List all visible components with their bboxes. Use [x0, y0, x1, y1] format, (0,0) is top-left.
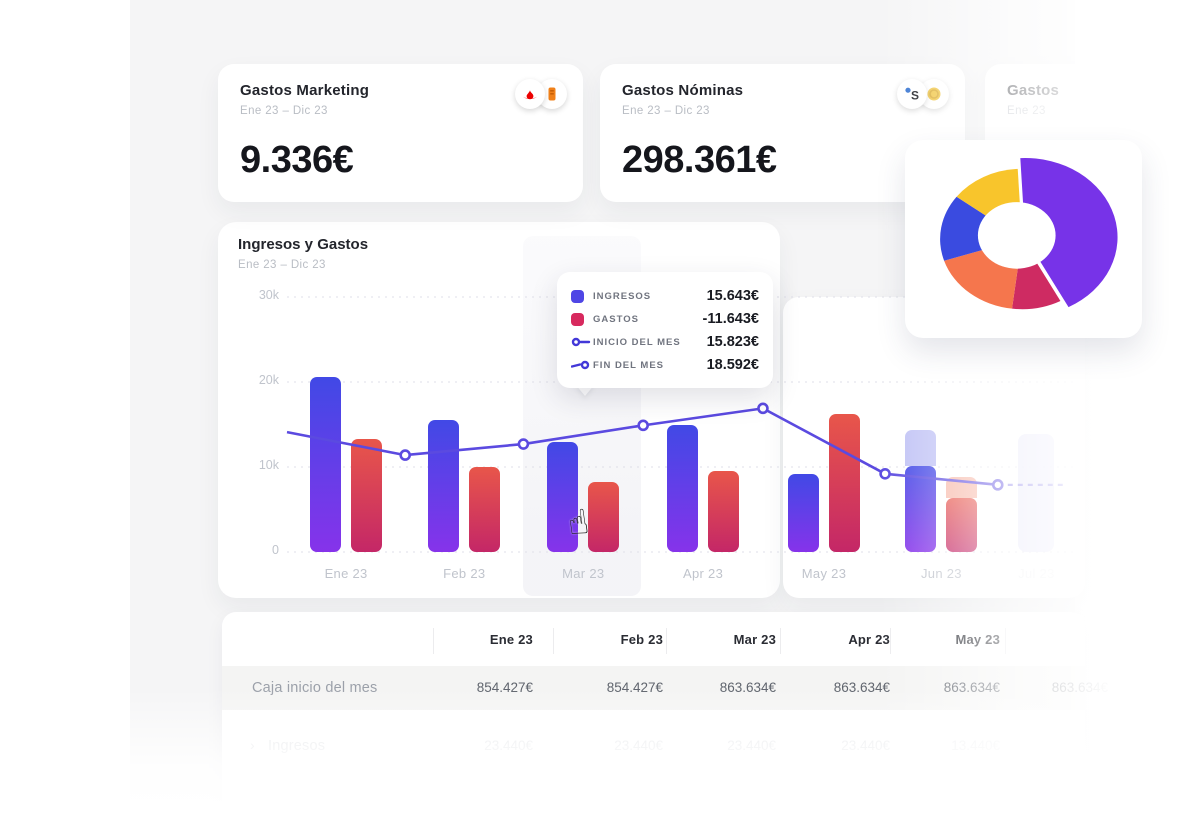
bar-gastos-mar-23[interactable] [588, 482, 620, 552]
tooltip-row: INICIO DEL MES 15.823€ [571, 331, 759, 353]
table-header-mar-23[interactable]: Mar 23 [733, 632, 776, 647]
table-header-feb-23[interactable]: Feb 23 [620, 632, 663, 647]
tooltip-value: 18.592€ [706, 357, 759, 373]
bar-ingresos-jun-23[interactable] [905, 466, 937, 552]
y-axis-tick: 10k [258, 458, 279, 472]
month-label-jul-23: Jul 23 [1018, 566, 1055, 581]
donut-chart-card[interactable] [905, 140, 1142, 338]
bar-ingresos-apr-23[interactable] [667, 425, 699, 552]
y-axis-tick: 30k [258, 288, 279, 302]
table-header-divider [1005, 628, 1006, 654]
cell-ingresos-4: 13.440€ [951, 738, 1000, 753]
tooltip-row: GASTOS -11.643€ [571, 308, 759, 330]
tooltip: INGRESOS 15.643€ GASTOS -11.643€ INICIO DEL … [557, 272, 773, 388]
bar-gastos-may-23[interactable] [829, 414, 861, 552]
cell-caja-2: 863.634€ [719, 680, 776, 695]
table-row-caja-inicio[interactable]: Caja inicio del mes 854.427€ 854.427€ 863.6… [222, 666, 1108, 710]
month-label-jun-23: Jun 23 [921, 566, 962, 581]
table-header-divider [780, 628, 781, 654]
card-value: 298.361€ [622, 139, 777, 181]
card-title: Gastos Nóminas [622, 82, 744, 99]
bar-ingresos-forecast-cap [905, 430, 937, 467]
month-label-feb-23: Feb 23 [443, 566, 486, 581]
chart-title: Ingresos y Gastos [238, 236, 369, 253]
bar-gastos-feb-23[interactable] [469, 467, 501, 552]
bar-gastos-apr-23[interactable] [708, 471, 740, 552]
card-period: Ene 23 – Dic 23 [240, 105, 328, 117]
table-header-divider [433, 628, 434, 654]
chevron-right-icon[interactable]: › [250, 737, 255, 753]
tooltip-label: INICIO DEL MES [593, 336, 681, 348]
table-header-may-23[interactable]: May 23 [955, 632, 1000, 647]
month-label-ene-23: Ene 23 [324, 566, 368, 581]
bar-ingresos-may-23[interactable] [788, 473, 820, 552]
cell-caja-5: 863.634€ [1051, 680, 1108, 695]
y-axis-tick: 20k [258, 373, 279, 387]
svg-text:S: S [911, 89, 919, 103]
cell-ingresos-1: 23.440€ [614, 738, 663, 753]
tooltip-row: FIN DEL MES 18.592€ [571, 354, 759, 376]
tooltip-inicio-del-mes-icon [571, 336, 593, 348]
cell-ingresos-3: 23.440€ [841, 738, 890, 753]
donut-chart [940, 158, 1118, 310]
chart-period: Ene 23 – Dic 23 [238, 259, 326, 271]
bar-gastos-jun-23[interactable] [946, 497, 978, 552]
bank-icons: S [897, 79, 949, 109]
month-label-mar-23: Mar 23 [562, 566, 605, 581]
cell-caja-3: 863.634€ [833, 680, 890, 695]
bar-ingresos-ene-23[interactable] [310, 376, 342, 552]
card-value: 9.336€ [240, 139, 354, 181]
card-title: Gastos Marketing [240, 82, 370, 99]
cell-caja-1: 854.427€ [606, 680, 663, 695]
table-row-ingresos[interactable]: › Ingresos 23.440€ 23.440€ 23.440€ 23.440€ 13.… [222, 730, 1085, 766]
tooltip-row: INGRESOS 15.643€ [571, 285, 759, 307]
tooltip-fin-del-mes-icon [571, 359, 593, 371]
tooltip-label: INGRESOS [593, 290, 652, 302]
bank-icons [515, 79, 567, 109]
bar-gastos-forecast-cap [946, 477, 978, 498]
bar-ingresos-ghost-jul-23 [1018, 433, 1055, 552]
table-header-divider [666, 628, 667, 654]
table-header-ene-23[interactable]: Ene 23 [489, 632, 533, 647]
stat-card-gastos-marketing[interactable]: Gastos Marketing Ene 23 – Dic 23 9.336€ [218, 64, 583, 202]
tooltip-gastos-icon [571, 312, 593, 326]
table-header-apr-23[interactable]: Apr 23 [848, 632, 890, 647]
card-title: Gastos [1007, 82, 1060, 99]
tooltip-ingresos-icon [571, 289, 593, 303]
cell-caja-4: 863.634€ [943, 680, 1000, 695]
chart-header: Ingresos y Gastos Ene 23 – Dic 23 [238, 236, 368, 271]
row-label: Caja inicio del mes [252, 680, 378, 696]
cell-ingresos-2: 23.440€ [727, 738, 776, 753]
tooltip-label: GASTOS [593, 313, 639, 325]
y-axis-tick: 0 [272, 543, 279, 557]
month-label-may-23: May 23 [801, 566, 847, 581]
card-period: Ene 23 [1007, 105, 1046, 117]
tooltip-label: FIN DEL MES [593, 359, 664, 371]
bar-gastos-ene-23[interactable] [351, 438, 383, 552]
row-label: Ingresos [268, 738, 326, 754]
tooltip-value: 15.643€ [706, 288, 759, 304]
bar-ingresos-feb-23[interactable] [428, 420, 460, 552]
cell-ingresos-0: 23.440€ [484, 738, 533, 753]
monthly-table-card: Ene 23 Feb 23 Mar 23 Apr 23 May 23 Caja inici… [222, 612, 1108, 834]
table-header-divider [553, 628, 554, 654]
cell-caja-0: 854.427€ [476, 680, 533, 695]
tooltip-value: 15.823€ [706, 334, 759, 350]
card-period: Ene 23 – Dic 23 [622, 105, 710, 117]
tooltip-value: -11.643€ [702, 311, 759, 327]
sabadell-logo-icon: S [897, 79, 927, 109]
santander-logo-icon [515, 79, 545, 109]
month-label-apr-23: Apr 23 [683, 566, 724, 581]
